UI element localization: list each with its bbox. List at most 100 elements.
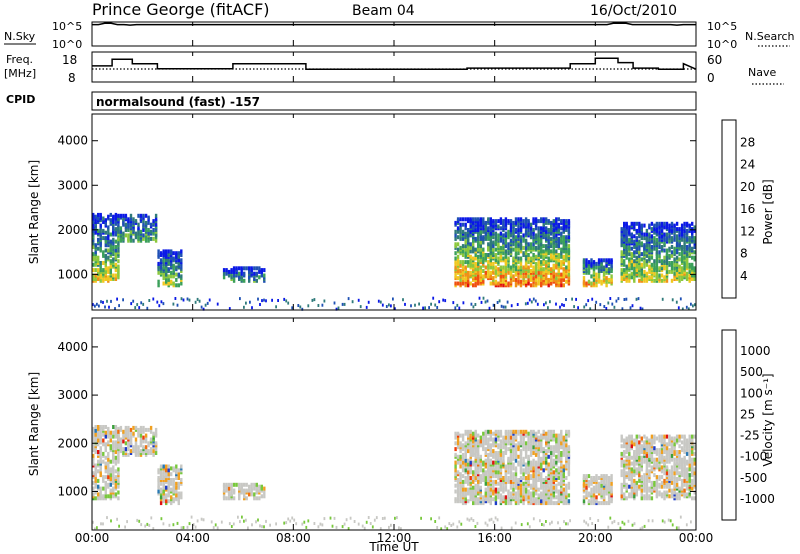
heatmap-cell [162,258,165,263]
heatmap-cell [567,429,571,434]
heatmap-cell [615,299,618,303]
heatmap-cell [492,489,495,494]
heatmap-cell [600,483,603,488]
heatmap-cell [655,257,659,262]
heatmap-cell [633,239,636,244]
heatmap-cell [587,299,590,303]
heatmap-cell [519,439,523,444]
heatmap-cell [167,277,170,282]
heatmap-cell [149,437,153,442]
heatmap-cell [522,274,525,279]
heatmap-cell [172,269,175,273]
heatmap-cell [487,474,490,479]
heatmap-cell [587,260,591,265]
heatmap-cell [507,245,510,250]
heatmap-cell [628,440,631,445]
heatmap-cell [648,223,651,228]
heatmap-cell [509,270,513,275]
heatmap-cell [685,459,689,464]
heatmap-cell [206,301,209,305]
heatmap-cell [607,277,611,282]
heatmap-cell [675,467,679,472]
heatmap-cell [177,283,180,288]
heatmap-cell [602,265,606,270]
heatmap-cell [532,253,535,257]
heatmap-cell [94,425,97,429]
heatmap-cell [643,223,646,228]
heatmap-cell [144,228,148,232]
heatmap-cell [172,481,175,486]
heatmap-cell [665,442,669,447]
heatmap-cell [250,486,253,491]
heatmap-cell [691,230,694,235]
heatmap-cell [424,306,426,310]
heatmap-cell [502,283,505,288]
heatmap-cell [653,446,656,451]
heatmap-cell [623,250,626,255]
heatmap-cell [230,275,233,280]
heatmap-cell [456,242,460,247]
heatmap-cell [459,236,462,241]
heatmap-cell [148,299,151,302]
heatmap-cell [557,489,560,494]
heatmap-cell [517,256,520,261]
heatmap-cell [623,268,626,273]
heatmap-cell [152,431,155,436]
heatmap-cell [469,429,472,434]
heatmap-cell [685,484,689,489]
heatmap-cell [482,499,485,504]
heatmap-cell [461,433,465,438]
heatmap-cell [560,251,563,256]
heatmap-cell [507,499,510,504]
heatmap-cell [655,271,659,276]
heatmap-cell [390,304,392,308]
heatmap-cell [537,229,540,234]
heatmap-cell [107,214,110,219]
heatmap-cell [472,263,475,268]
heatmap-cell [499,493,503,498]
heatmap-cell [519,238,523,243]
heatmap-cell [655,461,659,466]
heatmap-cell [456,217,460,222]
heatmap-cell [464,468,467,473]
heatmap-cell [504,265,508,270]
heatmap-cell [653,480,656,485]
heatmap-cell [529,242,533,247]
heatmap-cell [640,262,643,267]
heatmap-cell [658,455,661,460]
heatmap-cell [555,460,558,465]
heatmap-cell [117,222,120,227]
heatmap-cell [172,251,175,256]
heatmap-cell [202,307,205,311]
heatmap-cell [139,437,143,442]
heatmap-cell [170,274,173,279]
heatmap-cell [610,274,613,279]
heatmap-cell [540,491,543,496]
heatmap-cell [550,429,553,434]
heatmap-cell [675,237,679,242]
heatmap-cell [479,474,482,479]
heatmap-cell [497,451,500,455]
heatmap-cell [104,434,107,439]
heatmap-cell [477,439,480,444]
heatmap-cell [104,236,107,241]
heatmap-cell [509,279,513,284]
heatmap-cell [250,492,253,497]
heatmap-cell [640,450,643,454]
heatmap-cell [673,223,676,228]
heatmap-cell [529,274,533,279]
heatmap-cell [494,479,498,484]
heatmap-cell [479,236,482,241]
heatmap-cell [504,253,508,257]
heatmap-cell [459,499,462,504]
heatmap-cell [474,228,477,232]
heatmap-cell [625,255,628,260]
heatmap-cell [529,435,533,440]
heatmap-cell [537,265,540,270]
heatmap-cell [109,269,112,274]
heatmap-cell [180,297,183,301]
heatmap-cell [464,497,467,502]
heatmap-cell [665,232,669,237]
heatmap-cell [484,300,487,304]
heatmap-cell [464,491,467,496]
